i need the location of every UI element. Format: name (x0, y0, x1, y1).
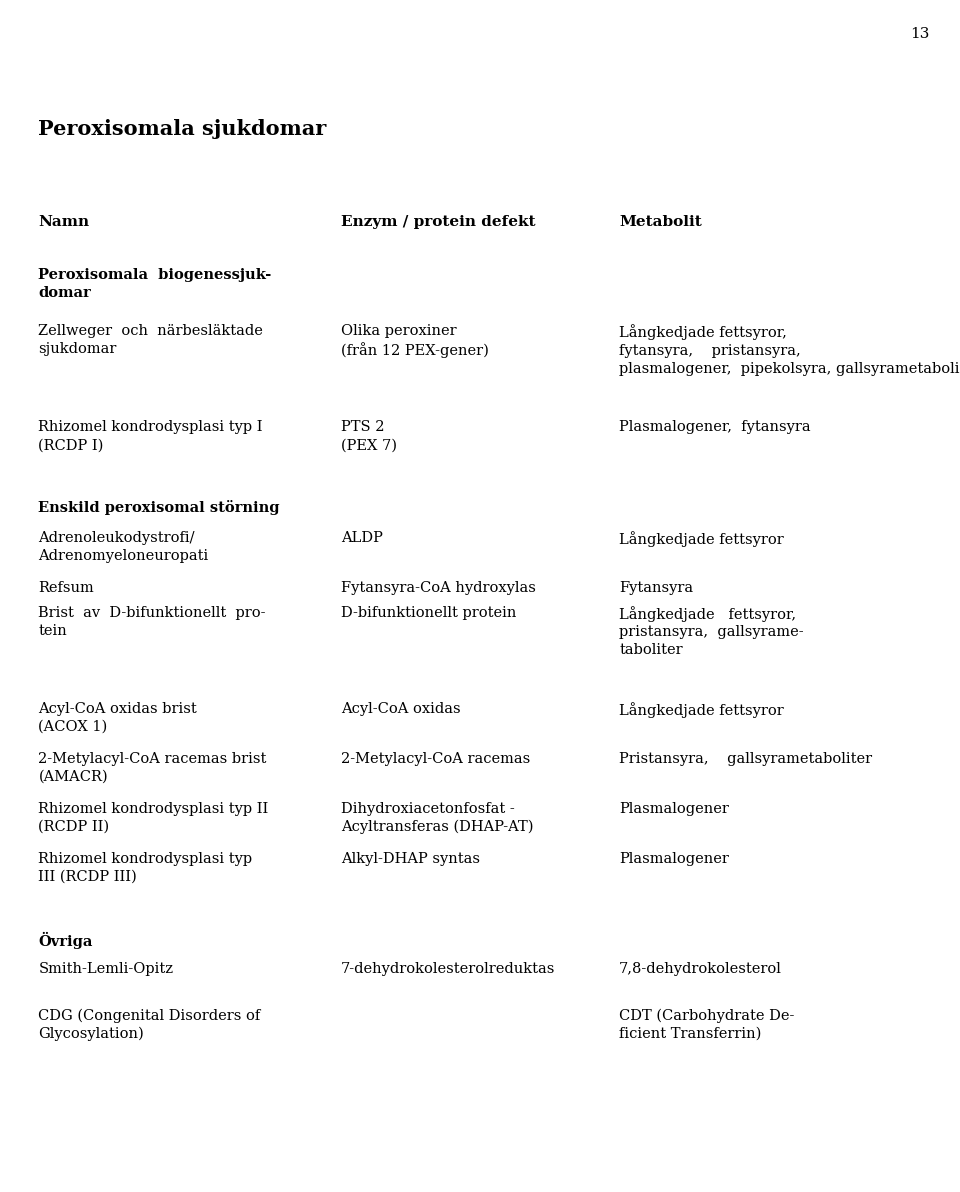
Text: Långkedjade   fettsyror,
pristansyra,  gallsyrame-
taboliter: Långkedjade fettsyror, pristansyra, gall… (619, 606, 804, 657)
Text: Namn: Namn (38, 215, 89, 229)
Text: Peroxisomala sjukdomar: Peroxisomala sjukdomar (38, 119, 326, 139)
Text: Övriga: Övriga (38, 931, 93, 949)
Text: ALDP: ALDP (341, 530, 383, 545)
Text: Plasmalogener,  fytansyra: Plasmalogener, fytansyra (619, 421, 811, 434)
Text: PTS 2
(PEX 7): PTS 2 (PEX 7) (341, 421, 396, 452)
Text: Långkedjade fettsyror: Långkedjade fettsyror (619, 702, 784, 718)
Text: CDT (Carbohydrate De-
ficient Transferrin): CDT (Carbohydrate De- ficient Transferri… (619, 1008, 795, 1041)
Text: 2-Metylacyl-CoA racemas brist
(AMACR): 2-Metylacyl-CoA racemas brist (AMACR) (38, 752, 267, 784)
Text: 7-dehydrokolesterolreduktas: 7-dehydrokolesterolreduktas (341, 962, 555, 976)
Text: 7,8-dehydrokolesterol: 7,8-dehydrokolesterol (619, 962, 782, 976)
Text: Smith-Lemli-Opitz: Smith-Lemli-Opitz (38, 962, 174, 976)
Text: Fytansyra-CoA hydroxylas: Fytansyra-CoA hydroxylas (341, 581, 536, 595)
Text: Zellweger  och  närbesläktade
sjukdomar: Zellweger och närbesläktade sjukdomar (38, 324, 263, 356)
Text: Rhizomel kondrodysplasi typ
III (RCDP III): Rhizomel kondrodysplasi typ III (RCDP II… (38, 852, 252, 883)
Text: 13: 13 (910, 27, 929, 42)
Text: Alkyl-DHAP syntas: Alkyl-DHAP syntas (341, 852, 480, 865)
Text: Plasmalogener: Plasmalogener (619, 802, 729, 815)
Text: Långkedjade fettsyror,
fytansyra,    pristansyra,
plasmalogener,  pipekolsyra, g: Långkedjade fettsyror, fytansyra, prista… (619, 324, 960, 375)
Text: D-bifunktionellt protein: D-bifunktionellt protein (341, 606, 516, 620)
Text: Rhizomel kondrodysplasi typ II
(RCDP II): Rhizomel kondrodysplasi typ II (RCDP II) (38, 802, 269, 833)
Text: Acyl-CoA oxidas brist
(ACOX 1): Acyl-CoA oxidas brist (ACOX 1) (38, 702, 197, 734)
Text: CDG (Congenital Disorders of
Glycosylation): CDG (Congenital Disorders of Glycosylati… (38, 1008, 261, 1042)
Text: Enzym / protein defekt: Enzym / protein defekt (341, 215, 536, 229)
Text: Refsum: Refsum (38, 581, 94, 595)
Text: Plasmalogener: Plasmalogener (619, 852, 729, 865)
Text: Adrenoleukodystrofi/
Adrenomyeloneuropati: Adrenoleukodystrofi/ Adrenomyeloneuropat… (38, 530, 208, 563)
Text: Rhizomel kondrodysplasi typ I
(RCDP I): Rhizomel kondrodysplasi typ I (RCDP I) (38, 421, 263, 452)
Text: Långkedjade fettsyror: Långkedjade fettsyror (619, 530, 784, 547)
Text: Acyl-CoA oxidas: Acyl-CoA oxidas (341, 702, 461, 716)
Text: 2-Metylacyl-CoA racemas: 2-Metylacyl-CoA racemas (341, 752, 530, 766)
Text: Fytansyra: Fytansyra (619, 581, 693, 595)
Text: Dihydroxiacetonfosfat -
Acyltransferas (DHAP-AT): Dihydroxiacetonfosfat - Acyltransferas (… (341, 802, 534, 834)
Text: Olika peroxiner
(från 12 PEX-gener): Olika peroxiner (från 12 PEX-gener) (341, 324, 489, 359)
Text: Metabolit: Metabolit (619, 215, 702, 229)
Text: Peroxisomala  biogenessjuk-
domar: Peroxisomala biogenessjuk- domar (38, 268, 272, 300)
Text: Pristansyra,    gallsyrametaboliter: Pristansyra, gallsyrametaboliter (619, 752, 873, 766)
Text: Brist  av  D-bifunktionellt  pro-
tein: Brist av D-bifunktionellt pro- tein (38, 606, 266, 638)
Text: Enskild peroxisomal störning: Enskild peroxisomal störning (38, 499, 280, 515)
